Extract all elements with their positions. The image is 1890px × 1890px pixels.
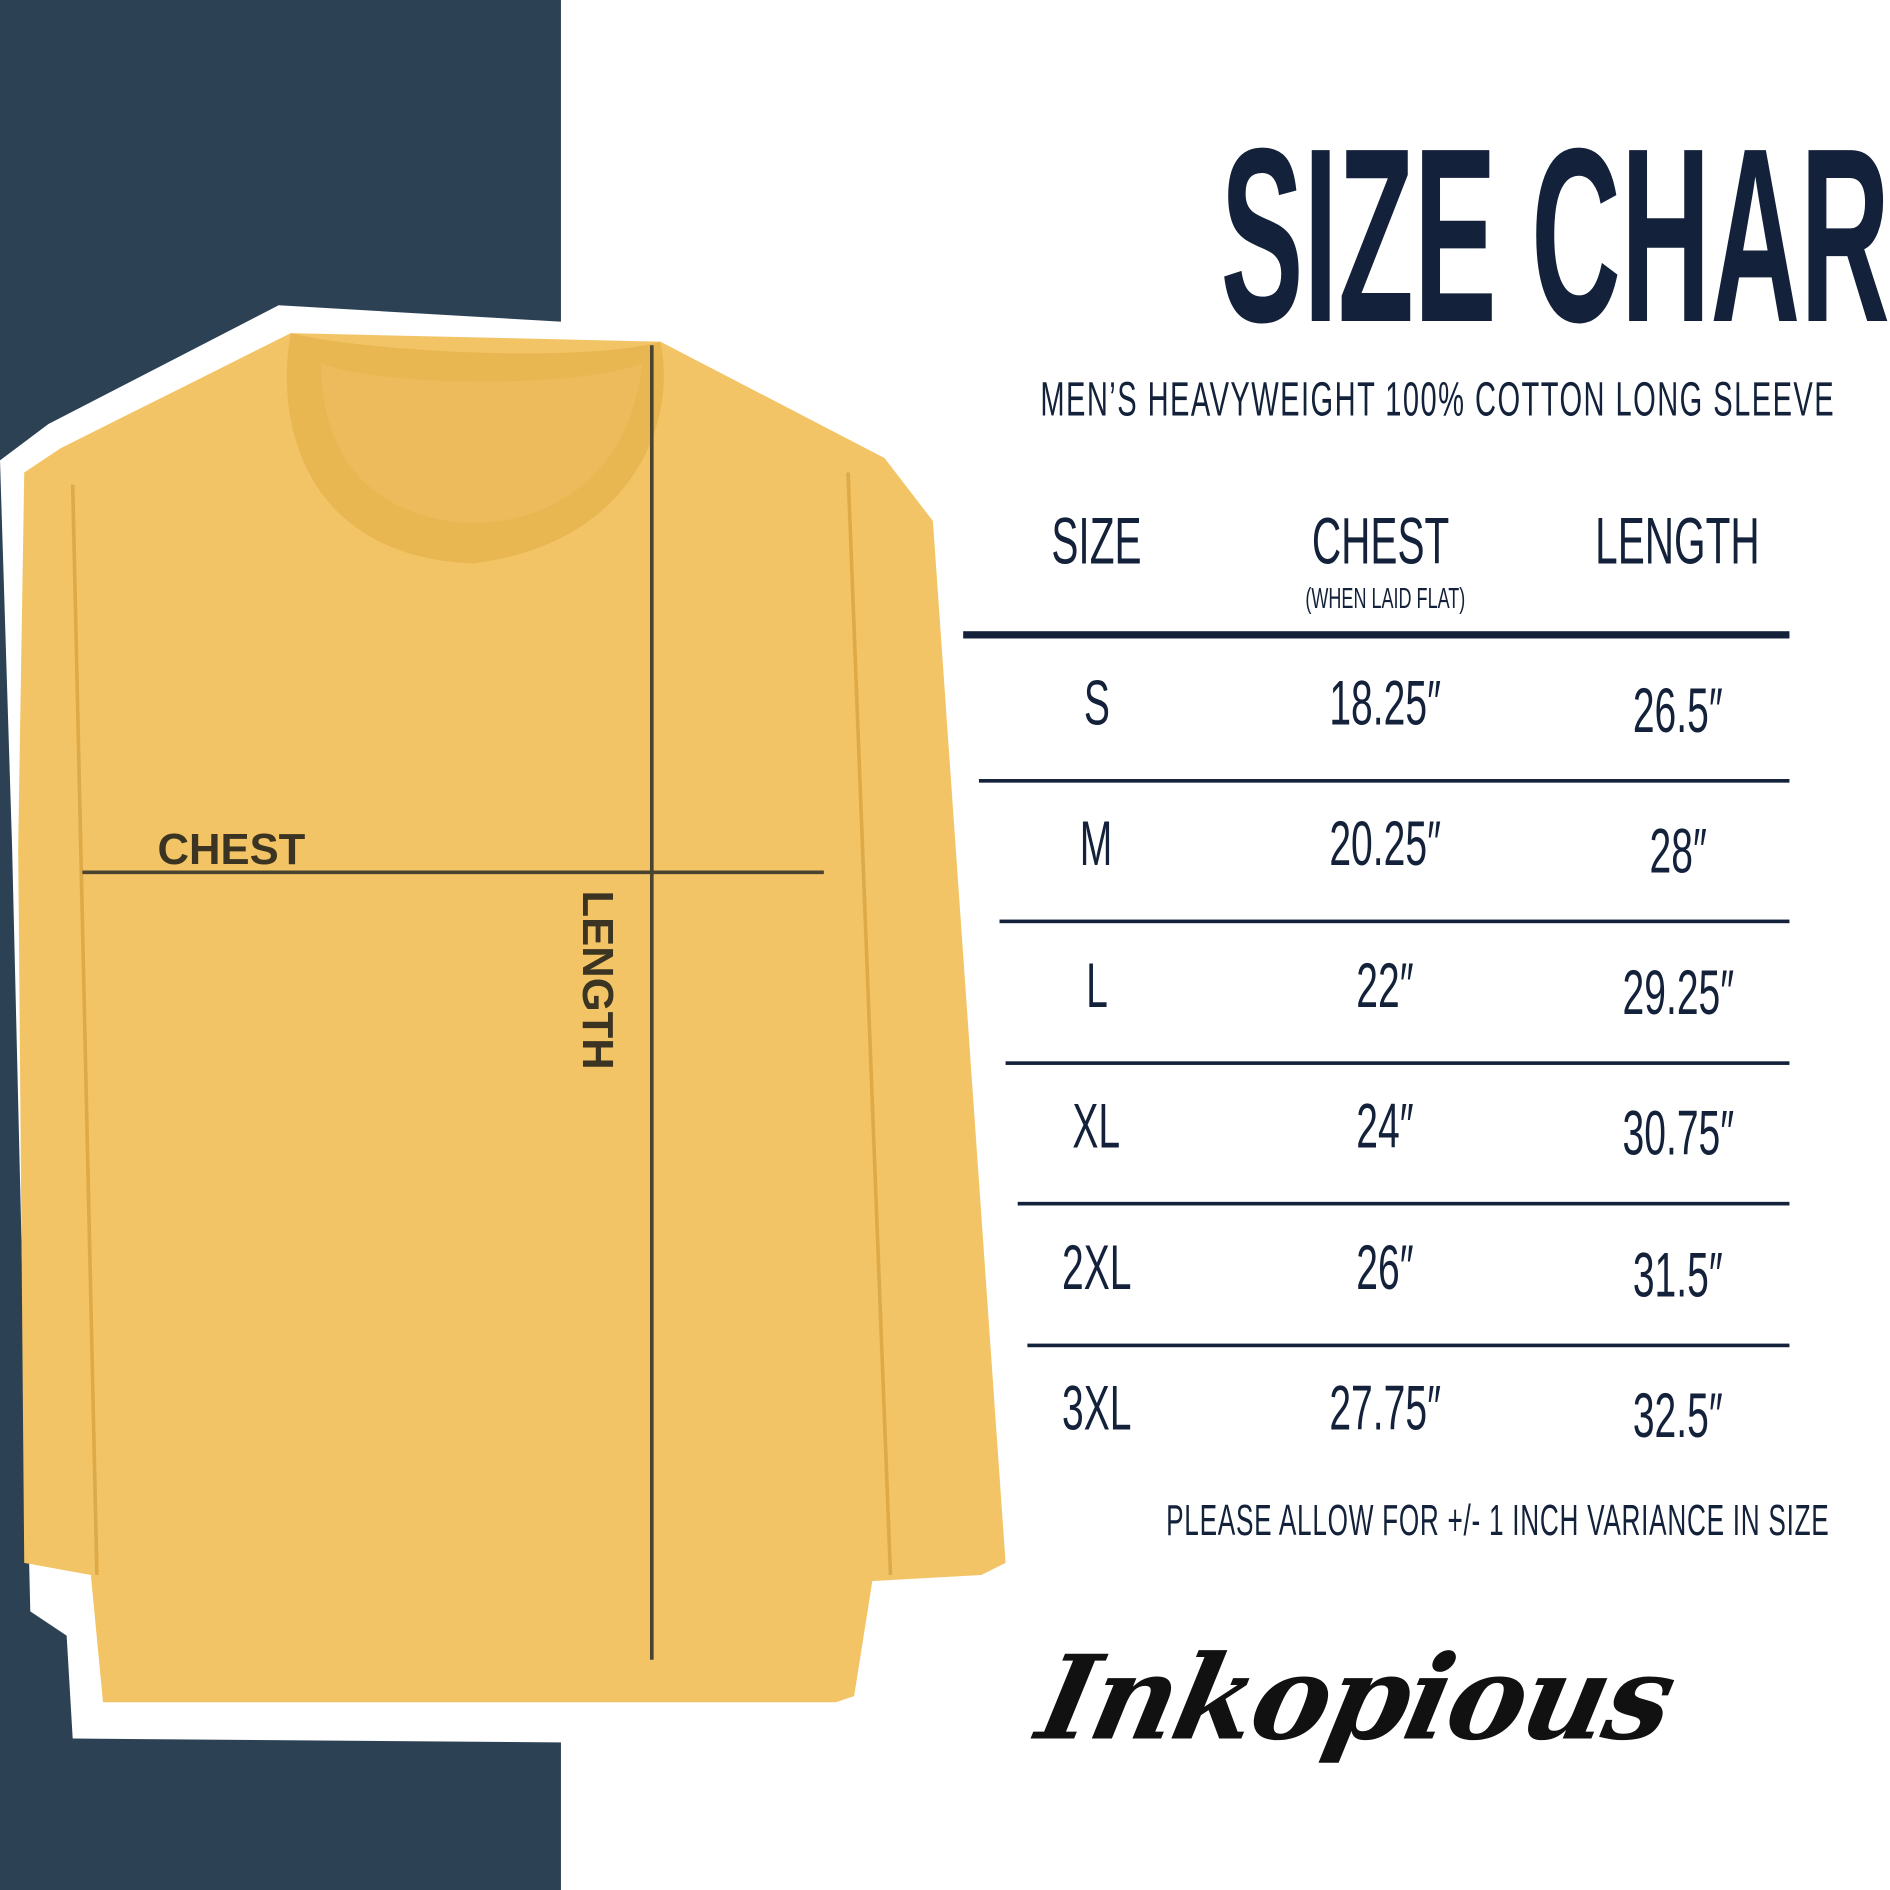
table-cell-size: 2XL (915, 1236, 1278, 1299)
chest-label: CHEST (157, 823, 306, 874)
table-cell-length-text: 28″ (1649, 817, 1707, 888)
shirt-image (18, 333, 1006, 1703)
table-cell-chest-text: 24″ (1356, 1091, 1414, 1163)
subtitle: MEN’S HEAVYWEIGHT 100% COTTON LONG SLEEV… (775, 373, 1878, 428)
table-cell-size-text: M (1080, 809, 1113, 881)
table-cell-size: XL (915, 1095, 1278, 1158)
table-cell-chest: 27.75″ (1203, 1378, 1566, 1441)
table-cell-chest: 18.25″ (1203, 672, 1566, 735)
shirt-neck-inner (321, 363, 643, 524)
table-cell-size-text: S (1083, 668, 1110, 740)
table-cell-size: S (915, 672, 1278, 735)
table-cell-length-text: 32.5″ (1633, 1381, 1723, 1452)
table-cell-size-text: 3XL (1061, 1373, 1132, 1445)
header-chest-text: CHEST (1312, 505, 1450, 578)
table-cell-chest-text: 26″ (1356, 1232, 1414, 1304)
table-cell-chest: 20.25″ (1203, 813, 1566, 876)
table-cell-size-text: 2XL (1061, 1232, 1132, 1304)
sleeve-seam-left (70, 484, 99, 1576)
table-cell-chest: 26″ (1203, 1236, 1566, 1299)
table-cell-size: 3XL (915, 1378, 1278, 1441)
row-divider (978, 779, 1790, 783)
row-divider (1027, 1343, 1790, 1347)
header-size: SIZE (915, 509, 1278, 574)
brand-logo: Inkopious (1027, 1629, 1685, 1767)
table-cell-chest-text: 22″ (1356, 950, 1414, 1022)
table-cell-size-text: L (1085, 950, 1108, 1022)
table-cell-size: M (915, 813, 1278, 876)
subtitle-text: MEN’S HEAVYWEIGHT 100% COTTON LONG SLEEV… (1040, 373, 1836, 427)
header-chest: CHEST (1199, 509, 1562, 574)
variance-note-text: PLEASE ALLOW FOR +/- 1 INCH VARIANCE IN … (1166, 1495, 1830, 1545)
header-chest-note: (WHEN LAID FLAT) (1203, 585, 1566, 614)
table-cell-length: 31.5″ (1496, 1244, 1859, 1307)
length-label: LENGTH (573, 890, 623, 1070)
header-length-text: LENGTH (1595, 505, 1761, 578)
row-divider (1005, 1061, 1790, 1065)
table-cell-length-text: 31.5″ (1633, 1240, 1723, 1311)
sleeve-seam-right (846, 472, 893, 1576)
table-cell-chest: 22″ (1203, 954, 1566, 1017)
table-cell-length: 32.5″ (1496, 1385, 1859, 1448)
row-divider (999, 920, 1790, 924)
header-chest-note-text: (WHEN LAID FLAT) (1304, 582, 1465, 616)
table-cell-chest-text: 18.25″ (1328, 668, 1441, 740)
variance-note: PLEASE ALLOW FOR +/- 1 INCH VARIANCE IN … (945, 1495, 1878, 1546)
page-title-text: SIZE CHART (1220, 96, 1890, 375)
table-cell-length: 30.75″ (1496, 1103, 1859, 1166)
header-size-text: SIZE (1051, 505, 1142, 578)
table-cell-chest-text: 27.75″ (1328, 1373, 1441, 1445)
header-divider (963, 631, 1790, 639)
table-cell-length: 28″ (1496, 821, 1859, 884)
table-cell-size: L (915, 954, 1278, 1017)
page-title: SIZE CHART (848, 111, 1890, 359)
table-cell-length-text: 26.5″ (1633, 676, 1723, 747)
table-cell-size-text: XL (1072, 1091, 1121, 1163)
row-divider (1017, 1202, 1790, 1206)
table-cell-length: 29.25″ (1496, 962, 1859, 1025)
table-cell-chest-text: 20.25″ (1328, 809, 1441, 881)
shirt-body (18, 333, 1006, 1703)
table-cell-length: 26.5″ (1496, 680, 1859, 743)
header-length: LENGTH (1496, 509, 1859, 574)
table-cell-chest: 24″ (1203, 1095, 1566, 1158)
table-cell-length-text: 30.75″ (1622, 1099, 1734, 1170)
table-cell-length-text: 29.25″ (1622, 958, 1734, 1029)
